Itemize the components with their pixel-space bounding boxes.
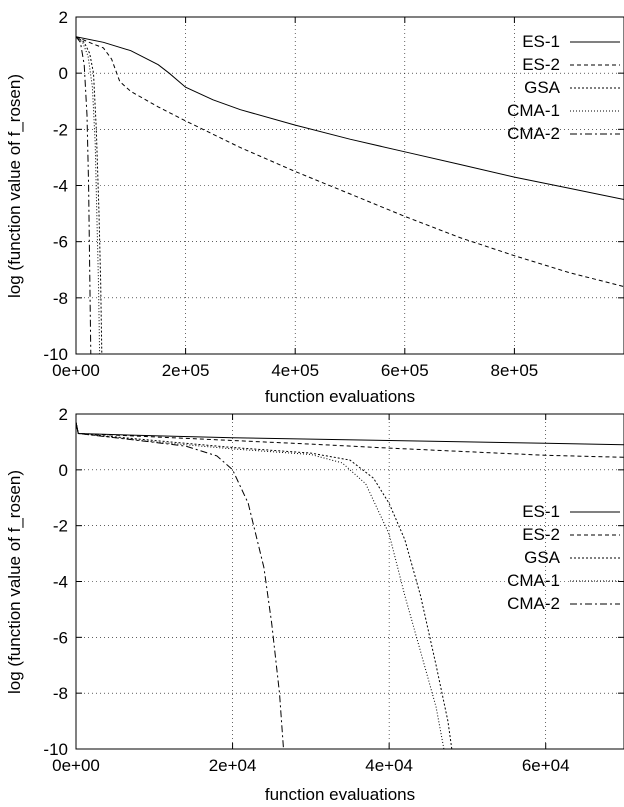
legend-label-gsa: GSA <box>524 548 561 567</box>
grid-bottom <box>76 414 624 749</box>
x-axis-label-bottom: function evaluations <box>265 785 415 804</box>
x-tick-label: 0e+00 <box>52 756 100 775</box>
grid-top <box>76 17 624 354</box>
x-tick-label: 2e+05 <box>162 361 210 380</box>
y-tick-label: -8 <box>53 684 68 703</box>
x-tick-label: 6e+05 <box>381 361 429 380</box>
y-tick-label: 2 <box>59 8 68 27</box>
legend-label-cma-1: CMA-1 <box>507 101 560 120</box>
series-line-es-1 <box>76 36 624 200</box>
x-tick-label: 6e+04 <box>522 756 570 775</box>
series-line-cma-1 <box>76 36 101 354</box>
series-line-gsa <box>76 422 453 749</box>
legend-label-es-2: ES-2 <box>522 55 560 74</box>
legend-label-cma-2: CMA-2 <box>507 594 560 613</box>
series-line-cma-1 <box>76 422 445 749</box>
y-tick-label: 0 <box>59 461 68 480</box>
series-line-cma-2 <box>76 422 284 749</box>
series-line-es-2 <box>76 422 624 458</box>
y-axis-label-bottom: log (function value of f_rosen) <box>5 470 24 694</box>
chart-top: 0e+00 2e+05 4e+05 6e+05 8e+05 -10 -8 -6 -4 -2 0 2 E… <box>5 8 624 406</box>
series-line-es-1 <box>76 422 624 446</box>
legend-label-gsa: GSA <box>524 78 561 97</box>
series-line-es-2 <box>76 36 624 288</box>
x-axis-label-top: function evaluations <box>265 387 415 406</box>
legend-label-es-1: ES-1 <box>522 502 560 521</box>
y-tick-label: -10 <box>43 345 68 364</box>
x-tick-label: 8e+05 <box>491 361 539 380</box>
y-tick-label: -2 <box>53 517 68 536</box>
y-axis-label-top: log (function value of f_rosen) <box>5 74 24 298</box>
ticks-bottom: 0e+00 2e+04 4e+04 6e+04 -10 -8 -6 -4 -2 0 2 <box>43 405 624 775</box>
x-tick-label: 4e+05 <box>271 361 319 380</box>
y-tick-label: -6 <box>53 628 68 647</box>
y-tick-label: -6 <box>53 233 68 252</box>
legend-label-es-2: ES-2 <box>522 525 560 544</box>
y-tick-label: 2 <box>59 405 68 424</box>
y-tick-label: -4 <box>53 177 68 196</box>
series-line-cma-2 <box>76 36 92 354</box>
legend-label-cma-2: CMA-2 <box>507 124 560 143</box>
ticks-top: 0e+00 2e+05 4e+05 6e+05 8e+05 -10 -8 -6 -4 -2 0 2 <box>43 8 624 380</box>
series-line-gsa <box>76 36 103 354</box>
x-tick-label: 0e+00 <box>52 361 100 380</box>
x-tick-label: 4e+04 <box>365 756 413 775</box>
y-tick-label: -10 <box>43 740 68 759</box>
y-tick-label: 0 <box>59 64 68 83</box>
x-tick-label: 2e+04 <box>209 756 257 775</box>
y-tick-label: -4 <box>53 573 68 592</box>
y-tick-label: -2 <box>53 120 68 139</box>
legend-label-cma-1: CMA-1 <box>507 571 560 590</box>
legend-bottom: ES-1 ES-2 GSA CMA-1 CMA-2 <box>507 502 620 613</box>
series-bottom <box>76 422 624 749</box>
y-tick-label: -8 <box>53 289 68 308</box>
chart-bottom: 0e+00 2e+04 4e+04 6e+04-10-8-6-4-202 ES-1ES… <box>5 405 624 804</box>
legend-top: ES-1 ES-2 GSA CMA-1 CMA-2 <box>507 32 620 143</box>
legend-label-es-1: ES-1 <box>522 32 560 51</box>
series-top <box>76 36 624 354</box>
